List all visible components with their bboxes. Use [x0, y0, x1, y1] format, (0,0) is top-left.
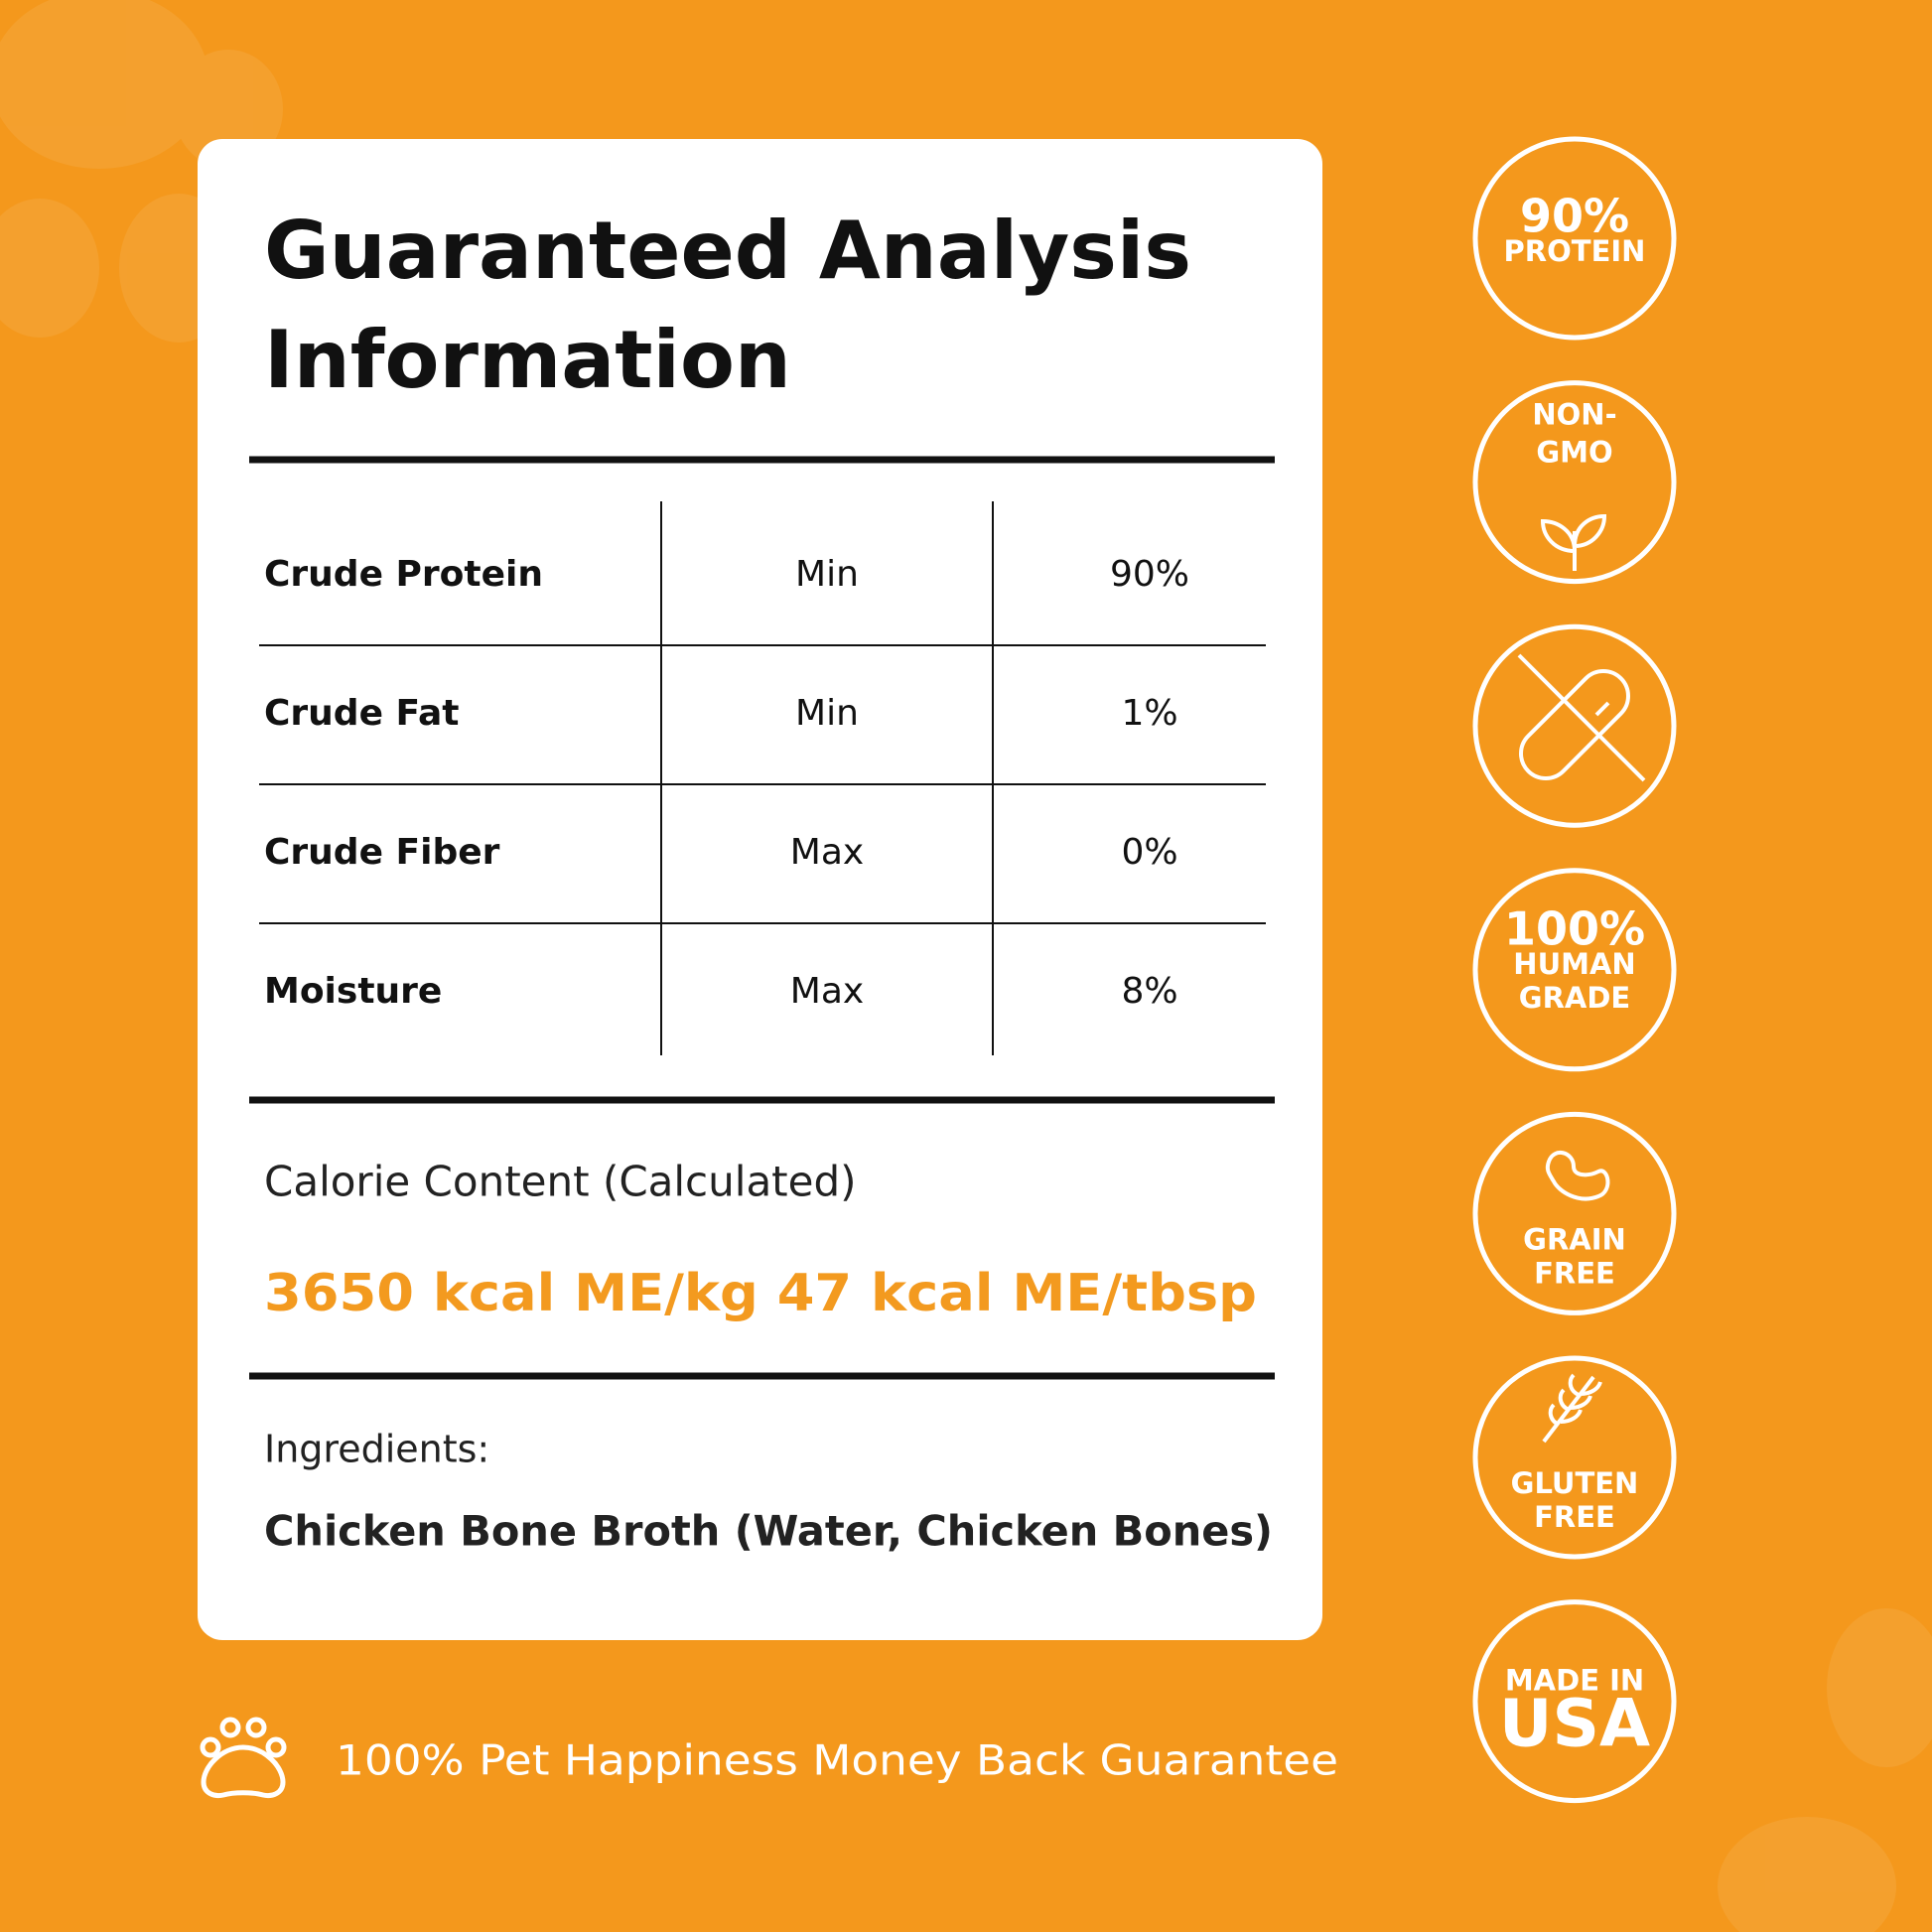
badge-text: GLUTEN: [1511, 1466, 1639, 1500]
guarantee: 100% Pet Happiness Money Back Guarantee: [336, 1736, 1338, 1785]
ingredients-label: Ingredients:: [264, 1428, 489, 1471]
nutrient: Moisture: [264, 971, 442, 1012]
badge-text: HUMAN: [1513, 947, 1635, 981]
calorie-value: 3650 kcal ME/kg 47 kcal ME/tbsp: [264, 1264, 1257, 1323]
limit: Min: [795, 554, 859, 595]
nutrient: Crude Protein: [264, 554, 543, 595]
amount: 90%: [1110, 554, 1189, 595]
badge-text: GRADE: [1519, 981, 1630, 1015]
badge-circle: [1472, 623, 1677, 828]
amount: 0%: [1121, 832, 1177, 873]
card: [198, 139, 1322, 1640]
calorie-label: Calorie Content (Calculated): [264, 1158, 857, 1206]
badge-circle: [1472, 380, 1677, 585]
badge-circle: [1472, 1111, 1677, 1315]
badge-icons: [1517, 513, 1646, 1444]
limit: Min: [795, 693, 859, 734]
nutrient: Crude Fiber: [264, 832, 500, 873]
badge-text: 90%: [1520, 190, 1629, 243]
title: Information: [264, 314, 791, 406]
limit: Max: [790, 832, 864, 873]
badge-text: FREE: [1534, 1256, 1615, 1290]
badge-circle: [1472, 868, 1677, 1072]
badge-text: USA: [1499, 1686, 1650, 1762]
paw-icon: [200, 1717, 287, 1799]
badge-text: PROTEIN: [1504, 234, 1646, 268]
limit: Max: [790, 971, 864, 1012]
analysis-card: Calorie Content (Calculated) 3650 kcal M…: [249, 205, 1275, 1556]
badge-circle: [1472, 136, 1677, 341]
badge-text: 100%: [1504, 901, 1645, 955]
amount: 1%: [1121, 693, 1177, 734]
nutrient: Crude Fat: [264, 693, 460, 734]
badge-circle: [1472, 1355, 1677, 1560]
badge-circle: [1472, 1599, 1677, 1804]
badge-text: NON-: [1532, 398, 1616, 432]
badge-text: GMO: [1536, 436, 1612, 470]
title: Guaranteed Analysis: [264, 205, 1191, 297]
badge-text: MADE IN: [1505, 1664, 1644, 1698]
badges: 90%PROTEINNON-GMO100%HUMANGRADEGRAINFREE…: [1472, 136, 1677, 1804]
amount: 8%: [1121, 971, 1177, 1012]
ingredients: Chicken Bone Broth (Water, Chicken Bones…: [264, 1507, 1273, 1556]
badge-text: FREE: [1534, 1500, 1615, 1534]
badge-text: GRAIN: [1523, 1222, 1626, 1256]
